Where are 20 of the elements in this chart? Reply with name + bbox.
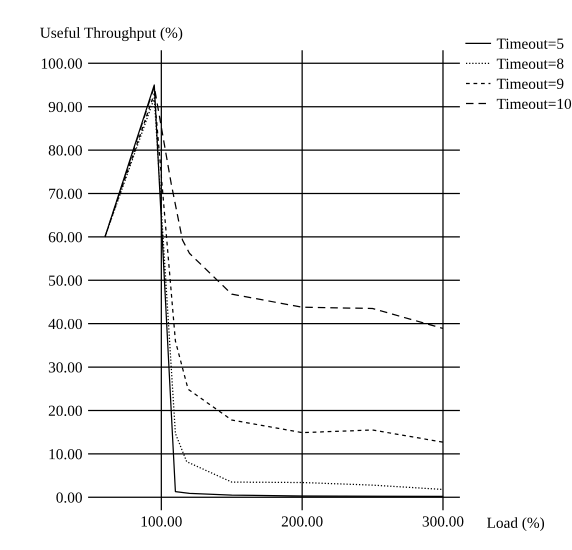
legend-label: Timeout=9: [496, 78, 564, 89]
y-tick-label: 10.00: [50, 449, 82, 460]
legend-label: Timeout=8: [496, 58, 564, 69]
x-tick-label: 100.00: [142, 516, 182, 527]
y-tick-label: 40.00: [48, 318, 82, 330]
y-tick-label: 50.00: [49, 275, 82, 286]
legend-label: Timeout=5: [496, 38, 564, 49]
x-axis-title: Load (%): [487, 517, 544, 532]
x-tick-label: 300.00: [422, 516, 464, 527]
y-tick-label: 30.00: [48, 362, 82, 373]
y-axis-title: Useful Throughput (%): [40, 27, 182, 42]
y-tick-label: 70.00: [49, 188, 82, 199]
y-tick-label: 20.00: [48, 406, 82, 416]
y-tick-label: 60.00: [48, 232, 82, 242]
y-tick-label: 80.00: [48, 145, 82, 156]
y-tick-label: 90.00: [48, 102, 82, 112]
legend-label: Timeout=10: [496, 98, 572, 110]
y-tick-label: 0.00: [56, 492, 82, 503]
x-tick-label: 200.00: [282, 516, 323, 527]
y-tick-label: 100.00: [42, 58, 82, 69]
